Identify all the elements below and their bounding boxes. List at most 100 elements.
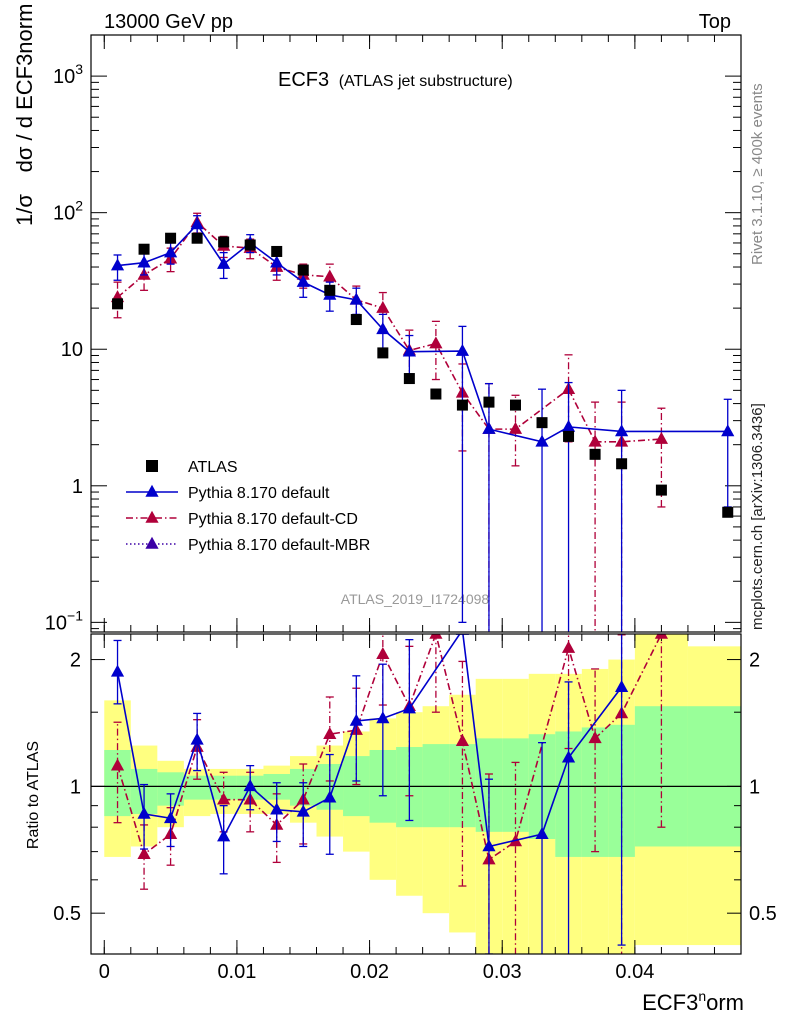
data-point [350, 314, 362, 326]
ratio-marker [270, 802, 284, 815]
y-tick-label: 10 [61, 339, 83, 361]
series-marker [110, 258, 125, 271]
ratio-uncertainty-bands [104, 634, 741, 954]
header-energy: 13000 GeV pp [104, 11, 233, 33]
analysis-watermark: ATLAS_2019_I1724098 [341, 591, 490, 607]
legend-marker-square [146, 460, 158, 472]
ratio-marker [243, 779, 257, 792]
ratio-tick-label-right: 2 [749, 650, 760, 672]
x-axis-label-tail: orm [706, 990, 744, 1015]
series-marker [163, 245, 178, 258]
y-axis-label: 1/σ dσ / d ECF3norm [12, 4, 37, 226]
data-point [483, 396, 495, 408]
data-point [244, 239, 256, 251]
legend-label: Pythia 8.170 default-MBR [188, 537, 370, 554]
x-tick-label: 0.03 [483, 961, 522, 983]
ratio-tick-label-left: 1 [70, 776, 81, 798]
series-marker [190, 217, 204, 230]
data-point [655, 484, 667, 496]
series-marker [455, 343, 470, 356]
data-point [191, 232, 203, 244]
legend: ATLAS Pythia 8.170 default Pythia 8.170 de… [126, 459, 370, 554]
data-point [456, 399, 468, 411]
series-marker [508, 421, 523, 434]
main-plot-frame [90, 34, 742, 633]
x-axis-label-main: ECF3 [642, 990, 698, 1015]
series-marker [323, 269, 337, 282]
ratio-marker [402, 701, 416, 714]
data-point [138, 243, 150, 255]
ratio-marker [110, 758, 125, 771]
series-marker [349, 292, 363, 305]
series-marker [376, 300, 390, 313]
data-point [403, 373, 415, 385]
data-point [377, 347, 389, 359]
plot-title-main: ECF3 [278, 69, 329, 91]
series-marker [137, 255, 151, 268]
rivet-label: Rivet 3.1.10, ≥ 400k events [749, 83, 766, 265]
ratio-marker [588, 731, 602, 744]
data-point [430, 388, 442, 400]
y-tick-label: 102 [53, 198, 83, 225]
ratio-marker [137, 847, 151, 860]
ratio-marker [323, 790, 337, 803]
ratio-tick-label-left: 2 [70, 650, 81, 672]
main-plot-series [110, 212, 735, 632]
data-point [616, 458, 628, 470]
legend-label: ATLAS [188, 459, 238, 476]
band-inner [183, 775, 211, 800]
legend-marker-triangle [145, 536, 159, 549]
plot-title-sub: (ATLAS jet substructure) [339, 73, 513, 90]
ratio-marker [482, 839, 496, 852]
ratio-plot-frame [90, 633, 742, 955]
y-tick-label: 1 [72, 476, 83, 498]
ratio-marker [137, 806, 151, 819]
ratio-line [116, 634, 663, 861]
ratio-marker [429, 634, 443, 639]
ratio-marker [561, 640, 576, 653]
ratio-marker [323, 727, 337, 740]
data-point [589, 448, 601, 460]
band-inner [687, 706, 741, 847]
series-marker [296, 274, 310, 287]
x-axis-label-sup: n [698, 988, 706, 1004]
ratio-tick-label-right: 0.5 [749, 903, 777, 925]
x-tick-label: 0.04 [615, 961, 654, 983]
data-point [722, 506, 734, 518]
ratio-axis-label: Ratio to ATLAS [25, 741, 42, 849]
series-marker [429, 336, 443, 349]
series-marker [615, 424, 629, 437]
data-point [509, 399, 521, 411]
ratio-marker [376, 711, 390, 724]
data-point [536, 417, 548, 429]
y-axis-prefix: 1/σ [12, 194, 37, 226]
legend-marker-triangle [145, 484, 159, 497]
series-marker [588, 434, 602, 447]
plot-title: ECF3 (ATLAS jet substructure) [278, 69, 513, 91]
ratio-marker [349, 713, 363, 726]
ratio-marker [615, 679, 629, 692]
series-marker [270, 255, 284, 268]
x-tick-label: 0.01 [217, 961, 256, 983]
ratio-marker [654, 634, 669, 639]
y-tick-label: 10−1 [45, 607, 83, 634]
ratio-marker [296, 804, 310, 817]
x-tick-label: 0 [99, 961, 110, 983]
ratio-marker [535, 826, 549, 839]
band-inner [422, 744, 450, 828]
y-axis-title: dσ / d ECF3norm [12, 4, 37, 173]
ratio-marker [217, 792, 231, 805]
series-marker [217, 256, 231, 269]
y-tick-label: 103 [53, 61, 83, 88]
data-point [165, 232, 177, 244]
x-axis-label: ECF3norm [642, 988, 744, 1015]
series-marker [654, 431, 669, 444]
ratio-marker [455, 734, 470, 747]
ratio-tick-label-left: 0.5 [53, 903, 81, 925]
ratio-marker [163, 811, 178, 824]
header-process: Top [699, 11, 731, 33]
data-point [563, 430, 575, 442]
data-point [297, 264, 309, 276]
data-point [112, 298, 124, 310]
